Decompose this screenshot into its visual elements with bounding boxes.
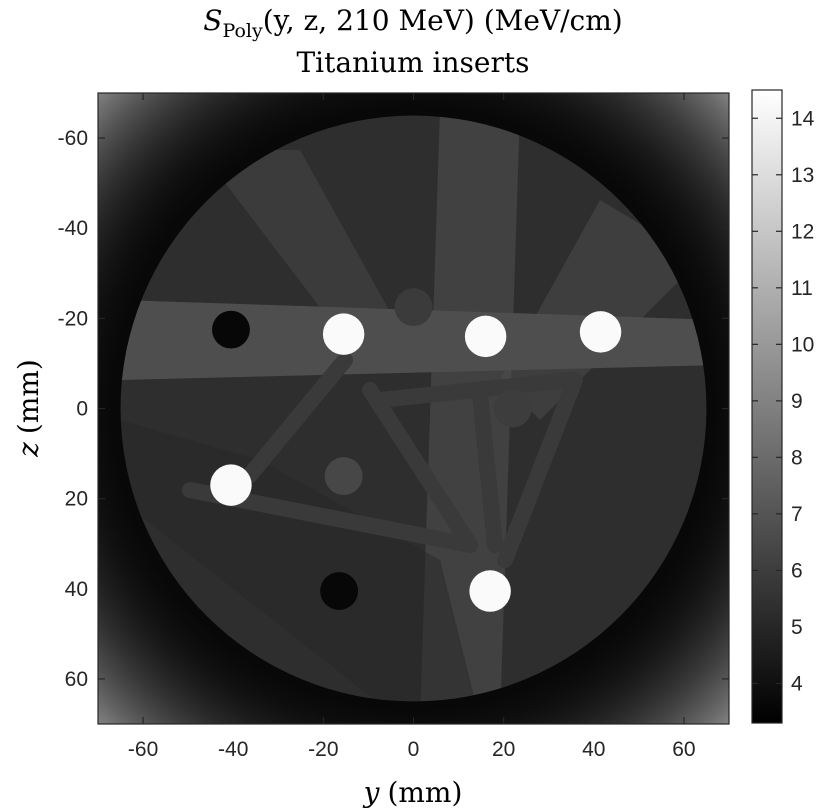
streak	[120, 300, 707, 380]
insert-circle	[324, 457, 363, 496]
colorbar-tick-label: 7	[791, 503, 803, 526]
insert-circle	[212, 310, 250, 349]
streak	[420, 115, 520, 702]
strut	[372, 372, 578, 408]
x-tick-label: 0	[408, 738, 420, 761]
colorbar-tick-label: 11	[791, 277, 813, 300]
inserts-layer	[210, 288, 622, 612]
y-axis-ticks: -60 -40 -20 0 20 40 60	[58, 127, 729, 691]
insert-circle	[469, 570, 511, 612]
insert-circle	[394, 288, 433, 327]
y-tick-label: -40	[58, 217, 88, 240]
insert-circle	[579, 311, 622, 353]
chart-title: SPoly(y, z, 210 MeV) (MeV/cm)	[203, 4, 622, 42]
x-axis-label: y (mm)	[362, 776, 463, 809]
y-axis-unit: (mm)	[12, 359, 45, 434]
x-tick-label: 60	[672, 738, 695, 761]
colorbar-ticks: 4 5 6 7 8 9 10 11 12 13 14	[752, 107, 815, 695]
y-tick-label: 20	[65, 488, 88, 511]
colorbar-tick-label: 8	[791, 446, 803, 469]
strut	[497, 372, 583, 568]
colorbar: 4 5 6 7 8 9 10 11 12 13 14	[751, 89, 815, 724]
insert-circle	[320, 572, 359, 610]
strut	[362, 382, 478, 553]
strut	[242, 352, 353, 483]
insert-circle	[464, 315, 507, 358]
x-axis-ticks: -60 -40 -20 0 20 40 60	[128, 93, 696, 761]
insert-circle	[322, 313, 365, 355]
colorbar-frame	[751, 89, 783, 724]
colorbar-tick-label: 10	[791, 333, 814, 356]
y-tick-label: -60	[58, 127, 88, 150]
phantom-struts	[182, 352, 583, 568]
x-tick-label: 20	[492, 738, 515, 761]
colorbar-tick-label: 13	[791, 164, 814, 187]
chart-subtitle: Titanium inserts	[297, 46, 530, 79]
x-axis-var: y	[362, 776, 381, 809]
y-axis-label: z (mm)	[12, 359, 45, 458]
plot-area	[98, 93, 729, 724]
x-tick-label: 40	[582, 738, 605, 761]
x-tick-label: -20	[308, 738, 338, 761]
y-tick-label: 0	[76, 398, 88, 421]
y-tick-label: 60	[65, 668, 88, 691]
streak	[500, 200, 700, 420]
colorbar-tick-label: 12	[791, 220, 814, 243]
streak	[200, 150, 400, 360]
x-axis-unit: (mm)	[387, 776, 462, 809]
strut	[472, 387, 503, 553]
title-symbol: S	[203, 4, 222, 37]
y-tick-label: 40	[65, 578, 88, 601]
colorbar-tick-label: 9	[791, 390, 803, 413]
colorbar-tick-label: 5	[791, 616, 803, 639]
phantom-disk	[120, 115, 707, 702]
title-subscript: Poly	[222, 20, 263, 42]
x-tick-label: -60	[128, 738, 158, 761]
streak-artifacts	[120, 115, 707, 702]
y-axis-var: z	[12, 442, 45, 458]
colorbar-tick-label: 14	[791, 107, 815, 130]
x-tick-label: -40	[218, 738, 248, 761]
insert-circle	[493, 389, 532, 428]
colorbar-tick-label: 4	[791, 672, 803, 695]
colorbar-gradient	[752, 90, 782, 723]
colorbar-tick-label: 6	[791, 559, 803, 582]
title-rest: (y, z, 210 MeV) (MeV/cm)	[263, 4, 623, 37]
insert-circle	[210, 464, 252, 506]
y-tick-label: -20	[58, 307, 88, 330]
